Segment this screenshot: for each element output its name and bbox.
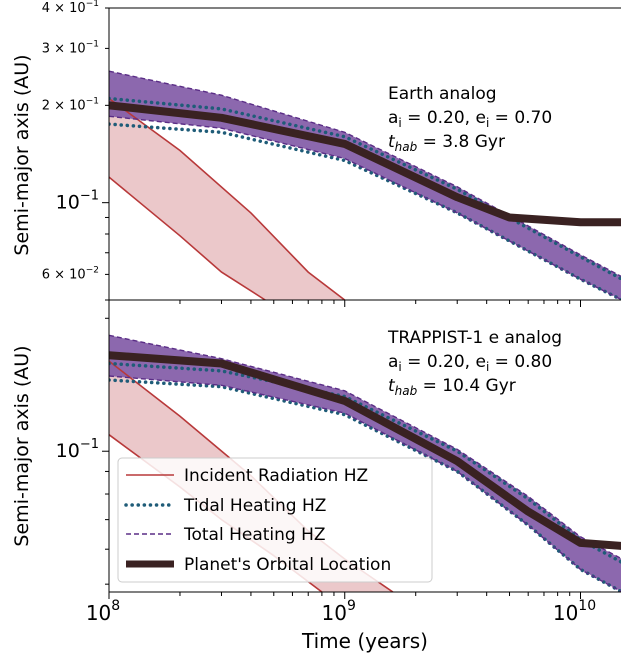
bottom-panel: 10−1 108 109 1010 TRAPPIST-1 e analog ai = … [11,299,621,653]
top-annotation-line2: ai = 0.20, ei = 0.70 [388,108,552,130]
top-y-tick-label: 6 × 10−2 [42,265,99,282]
top-total-upper-line [109,70,621,278]
bottom-annotation-line1: TRAPPIST-1 e analog [387,328,562,348]
x-axis-label: Time (years) [301,629,428,653]
bottom-panel-frame [108,299,621,593]
top-y-tick-label: 3 × 10−1 [42,39,99,56]
bottom-y-tick-label: 10−1 [56,437,99,462]
top-incident-upper-line [109,97,346,300]
top-y-axis-label: Semi-major axis (AU) [11,54,33,255]
legend-planet-label: Planet's Orbital Location [184,555,391,575]
legend: Incident Radiation HZ Tidal Heating HZ T… [117,457,433,583]
legend-total-label: Total Heating HZ [183,525,326,545]
x-tick-label: 108 [86,598,120,625]
top-tidal-upper-line [109,96,621,281]
legend-tidal-label: Tidal Heating HZ [183,496,326,516]
top-planet-line [109,101,621,227]
top-y-tick-label: 4 × 10−1 [42,0,99,16]
bottom-y-axis-label: Semi-major axis (AU) [11,345,33,546]
top-total-band [109,71,621,300]
top-total-lower-line [109,115,621,300]
top-panel: 4 × 10−1 3 × 10−1 2 × 10−1 10−1 6 × 10−2 Ear… [11,0,621,307]
top-y-tick-label: 2 × 10−1 [42,96,99,113]
top-annotation: Earth analog ai = 0.20, ei = 0.70 thab =… [388,84,552,154]
bottom-annotation-line3: thab = 10.4 Gyr [388,376,516,398]
bottom-annotation-line2: ai = 0.20, ei = 0.80 [388,352,552,374]
bottom-total-lower-line [109,375,621,592]
x-tick-label: 1010 [553,598,596,625]
legend-box [117,457,433,583]
top-annotation-line3: thab = 3.8 Gyr [388,132,505,154]
legend-incident-label: Incident Radiation HZ [184,466,368,486]
x-tick-label: 109 [322,598,356,625]
bottom-annotation: TRAPPIST-1 e analog ai = 0.20, ei = 0.80… [387,328,562,398]
bottom-total-upper-line [109,334,621,560]
top-y-tick-label: 10−1 [56,189,99,214]
top-annotation-line1: Earth analog [388,84,497,104]
bottom-tidal-lower-line [109,378,621,592]
bottom-planet-line [109,351,621,550]
top-incident-lower-line [109,176,266,300]
